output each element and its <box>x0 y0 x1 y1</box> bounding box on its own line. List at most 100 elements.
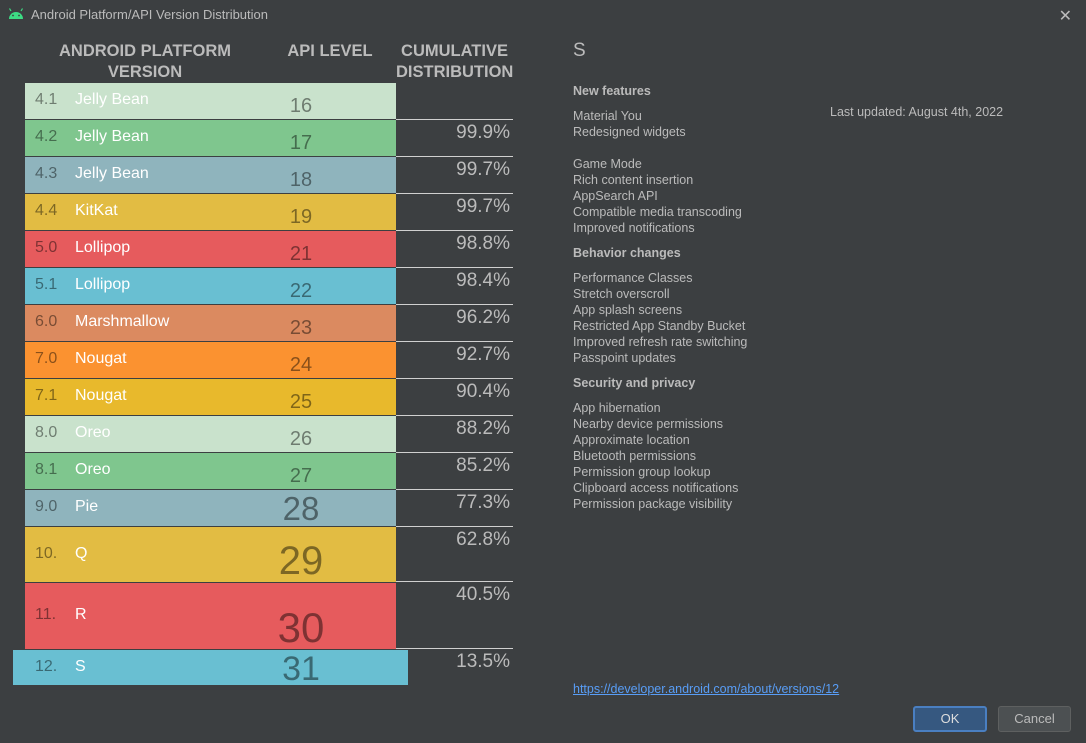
feature-item: Nearby device permissions <box>573 417 724 431</box>
version-row-29[interactable]: 10. Q 29 <box>25 527 396 583</box>
version-row-26[interactable]: 8.0 Oreo 26 <box>25 416 396 452</box>
header-platform-line2: VERSION <box>107 63 183 81</box>
section-title: Behavior changes <box>573 246 681 260</box>
cumulative-cell: 99.7% <box>396 156 513 193</box>
feature-item: Permission group lookup <box>573 465 711 479</box>
feature-group: Material You Redesigned widgets <box>573 108 1073 140</box>
last-updated-text: Last updated: August 4th, 2022 <box>830 105 1004 119</box>
cumulative-cell: 88.2% <box>396 415 513 452</box>
row-api-level: 19 <box>289 205 313 228</box>
version-row-18[interactable]: 4.3 Jelly Bean 18 <box>25 157 396 193</box>
row-version-name: Pie <box>75 498 99 515</box>
header-api-level: API LEVEL <box>270 41 390 62</box>
cumulative-value: 98.8% <box>456 233 510 254</box>
cumulative-cell: 13.5% <box>396 648 513 685</box>
cumulative-cell: 99.7% <box>396 193 513 230</box>
cumulative-value: 88.2% <box>456 418 510 439</box>
row-api-level: 23 <box>289 316 313 339</box>
row-api-level: 17 <box>289 131 313 154</box>
cumulative-value: 99.7% <box>456 159 510 180</box>
row-version-number: 10. <box>35 545 58 562</box>
row-version-number: 9.0 <box>35 498 58 515</box>
version-row-24[interactable]: 7.0 Nougat 24 <box>25 342 396 378</box>
row-version-number: 4.3 <box>35 165 58 182</box>
feature-item: Permission package visibility <box>573 497 733 511</box>
detail-sections: New features Material You Redesigned widge… <box>573 84 1073 512</box>
version-row-28[interactable]: 9.0 Pie 28 <box>25 490 396 527</box>
version-docs-link[interactable]: https://developer.android.com/about/vers… <box>573 682 840 696</box>
row-api-level: 27 <box>289 464 313 487</box>
row-version-name: Jelly Bean <box>75 165 149 182</box>
feature-item: Bluetooth permissions <box>573 449 696 463</box>
cumulative-value: 62.8% <box>456 529 510 550</box>
row-version-name: Q <box>75 545 88 562</box>
cumulative-value: 98.4% <box>456 270 510 291</box>
row-version-name: Marshmallow <box>75 313 170 330</box>
row-version-name: Lollipop <box>75 239 131 256</box>
feature-item: AppSearch API <box>573 189 658 203</box>
cumulative-value: 92.7% <box>456 344 510 365</box>
version-row-17[interactable]: 4.2 Jelly Bean 17 <box>25 120 396 156</box>
feature-item: Approximate location <box>573 433 690 447</box>
feature-item: Improved refresh rate switching <box>573 335 748 349</box>
row-version-name: Oreo <box>75 461 111 478</box>
row-version-name: Jelly Bean <box>75 128 149 145</box>
version-row-16[interactable]: 4.1 Jelly Bean 16 <box>25 83 396 119</box>
cancel-button[interactable]: Cancel <box>998 706 1071 732</box>
version-row-23[interactable]: 6.0 Marshmallow 23 <box>25 305 396 341</box>
row-version-number: 4.2 <box>35 128 58 145</box>
detail-version-title: S <box>573 40 586 61</box>
version-row-30[interactable]: 11. R 30 <box>25 583 396 651</box>
row-api-level: 30 <box>277 603 325 651</box>
header-platform-version: ANDROID PLATFORM VERSION <box>40 41 250 83</box>
cumulative-value: 99.9% <box>456 122 510 143</box>
header-api-label: API LEVEL <box>287 42 373 60</box>
row-api-level: 18 <box>289 168 313 191</box>
cumulative-value: 13.5% <box>456 651 510 672</box>
version-row-21[interactable]: 5.0 Lollipop 21 <box>25 231 396 267</box>
feature-item: Improved notifications <box>573 221 695 235</box>
cumulative-value: 96.2% <box>456 307 510 328</box>
feature-item: Material You <box>573 109 642 123</box>
row-version-number: 5.0 <box>35 239 58 256</box>
feature-item: App splash screens <box>573 303 683 317</box>
header-cumulative-line1: CUMULATIVE <box>401 42 508 60</box>
cumulative-cell: 62.8% <box>396 526 513 563</box>
close-icon[interactable]: ✕ <box>1058 6 1072 25</box>
version-row-22[interactable]: 5.1 Lollipop 22 <box>25 268 396 304</box>
cumulative-cell: 77.3% <box>396 489 513 526</box>
row-version-number: 8.1 <box>35 461 58 478</box>
version-row-31[interactable]: 12. S 31 <box>13 650 408 688</box>
feature-item: Performance Classes <box>573 271 693 285</box>
version-row-25[interactable]: 7.1 Nougat 25 <box>25 379 396 415</box>
row-version-number: 7.0 <box>35 350 58 367</box>
feature-item: Game Mode <box>573 157 642 171</box>
version-row-27[interactable]: 8.1 Oreo 27 <box>25 453 396 489</box>
row-version-name: Nougat <box>75 387 127 404</box>
feature-item: Rich content insertion <box>573 173 694 187</box>
row-version-name: Lollipop <box>75 276 131 293</box>
ok-button[interactable]: OK <box>913 706 987 732</box>
cumulative-value: 85.2% <box>456 455 510 476</box>
row-version-name: R <box>75 606 87 623</box>
feature-item: Clipboard access notifications <box>573 481 739 495</box>
row-version-number: 11. <box>35 606 57 623</box>
row-version-number: 4.1 <box>35 91 58 108</box>
row-version-number: 4.4 <box>35 202 58 219</box>
cumulative-value: 77.3% <box>456 492 510 513</box>
cumulative-cell: 90.4% <box>396 378 513 415</box>
section-title: Security and privacy <box>573 376 696 390</box>
cumulative-cell: 98.8% <box>396 230 513 267</box>
cumulative-value: 40.5% <box>456 584 510 605</box>
cumulative-cell: 96.2% <box>396 304 513 341</box>
feature-item: Restricted App Standby Bucket <box>573 319 746 333</box>
cumulative-cell: 98.4% <box>396 267 513 304</box>
row-version-name: S <box>75 658 86 675</box>
row-api-level: 31 <box>282 650 320 688</box>
row-api-level: 24 <box>289 353 313 376</box>
feature-group: Performance Classes Stretch overscroll App… <box>573 270 1073 366</box>
window-title: Android Platform/API Version Distributio… <box>31 7 268 22</box>
section-title: New features <box>573 84 651 98</box>
version-row-19[interactable]: 4.4 KitKat 19 <box>25 194 396 230</box>
row-api-level: 21 <box>289 242 313 265</box>
